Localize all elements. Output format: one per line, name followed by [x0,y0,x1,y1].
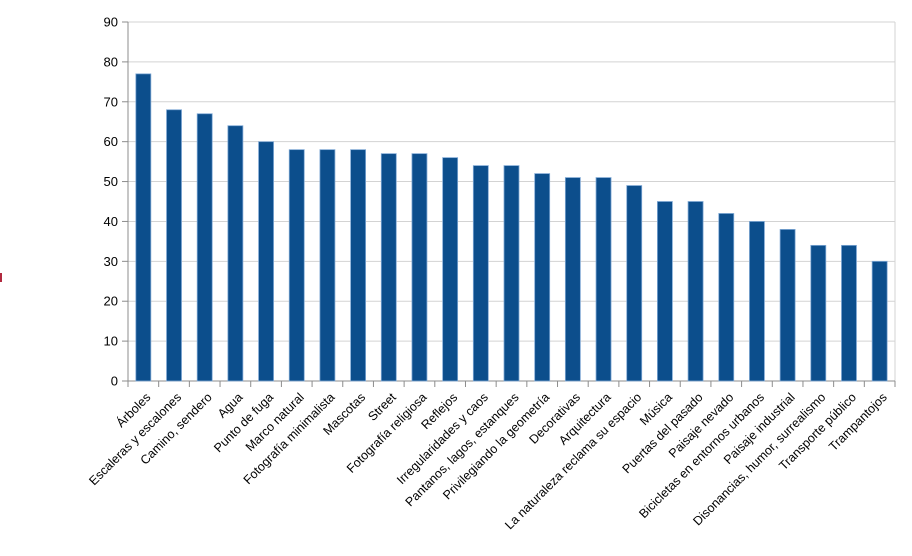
bar [319,149,336,382]
y-axis-label: 70 [104,94,118,109]
y-axis-label: 20 [104,294,118,309]
y-axis-label: 80 [104,54,118,69]
bar [657,201,673,382]
bar [227,125,244,382]
bar [442,157,459,382]
y-axis-label: 30 [104,254,118,269]
bar [258,141,274,382]
bar [595,177,612,382]
y-axis-label: 0 [111,374,118,389]
y-axis-label: 60 [104,134,118,149]
bar [687,201,704,382]
bar [779,229,796,382]
bar [472,165,489,382]
y-axis-label: 10 [104,334,118,349]
bar [503,165,520,382]
y-axis-label: 50 [104,174,118,189]
bar [380,153,397,382]
bar [564,177,581,382]
bar [718,213,735,382]
bar [626,185,643,382]
y-axis-label: 40 [104,214,118,229]
bar [196,113,213,382]
y-axis-label: 90 [104,15,118,30]
bar [749,221,765,382]
bar [810,244,827,382]
bar [534,173,551,382]
bar [350,149,367,382]
bar [288,149,305,382]
bar [411,153,428,382]
bar [166,109,182,382]
bar [871,260,888,382]
bar [841,244,857,382]
bar [135,73,152,382]
clipped-red-mark [0,273,2,282]
